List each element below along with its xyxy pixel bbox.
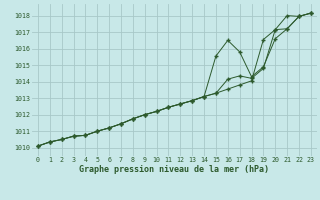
X-axis label: Graphe pression niveau de la mer (hPa): Graphe pression niveau de la mer (hPa) [79, 165, 269, 174]
